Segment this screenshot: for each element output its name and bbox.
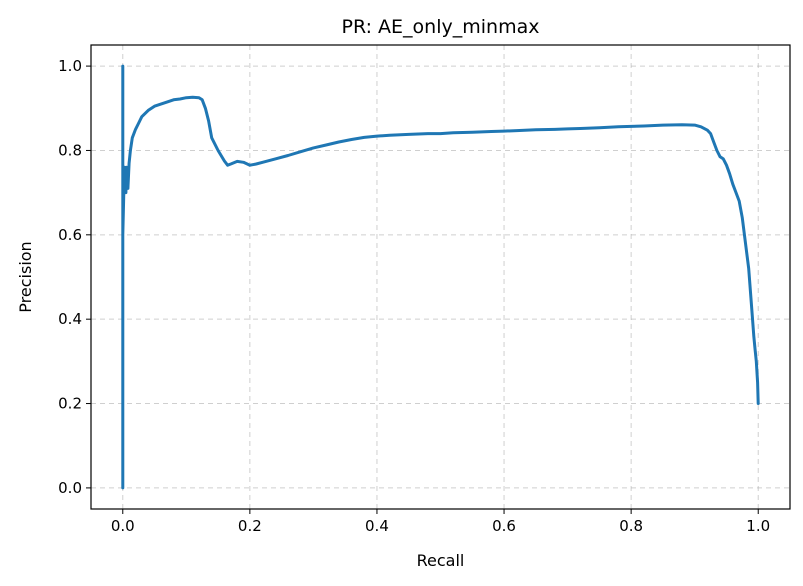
x-tick-label: 0.6 [492,517,516,535]
x-tick-label: 1.0 [746,517,770,535]
y-tick-label: 0.4 [58,310,82,328]
ticks: 0.0 0.2 0.4 0.6 0.8 1.0 0.0 0.2 0.4 0.6 0.8 1.0 [58,57,770,535]
axes-frame [90,44,791,510]
plot-line-group [121,64,760,490]
x-axis-label: Recall [417,551,465,570]
y-axis-label: Precision [16,241,35,312]
x-tick-label: 0.2 [238,517,262,535]
y-tick-label: 0.0 [58,479,82,497]
x-tick-label: 0.0 [111,517,135,535]
chart-title: PR: AE_only_minmax [342,16,540,38]
y-tick-label: 1.0 [58,57,82,75]
y-tick-label: 0.8 [58,141,82,159]
x-tick-label: 0.4 [365,517,389,535]
y-tick-label: 0.6 [58,226,82,244]
pr-curve [121,64,760,490]
x-tick-label: 0.8 [619,517,643,535]
y-tick-label: 0.2 [58,395,82,413]
